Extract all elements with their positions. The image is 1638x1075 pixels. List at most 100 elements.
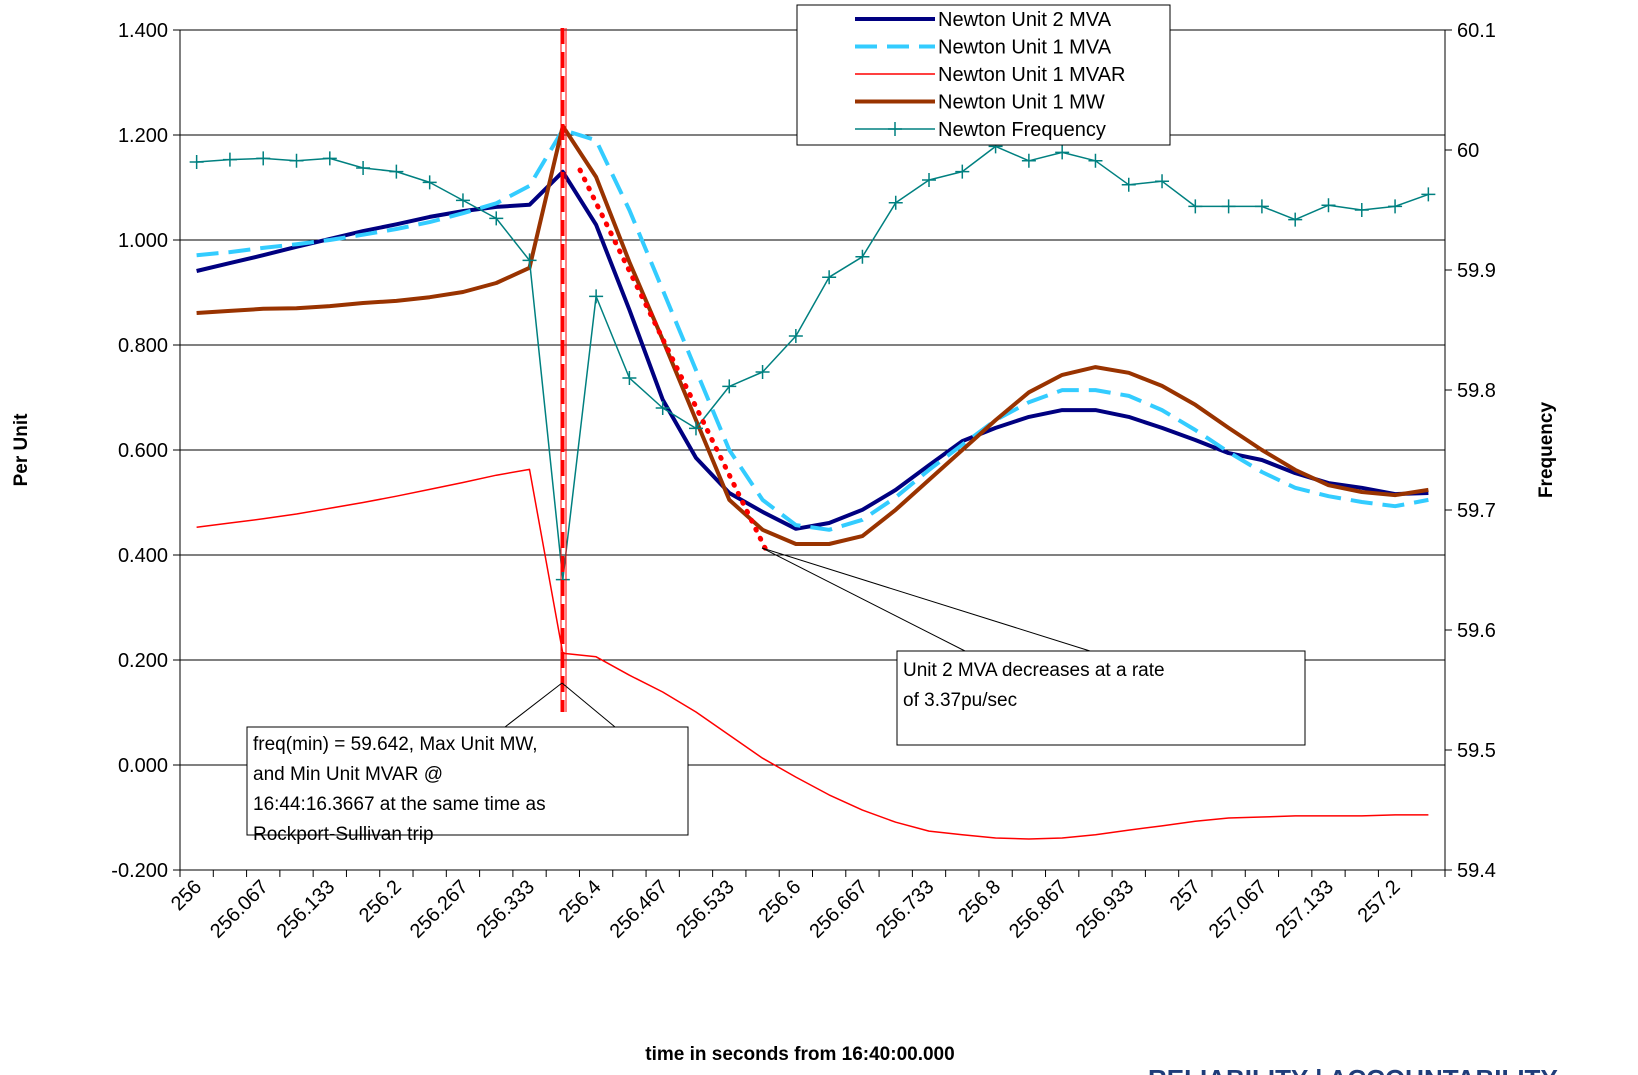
x-tick-label: 257: [1166, 876, 1205, 915]
legend-label: Newton Unit 1 MVA: [938, 37, 1112, 59]
x-tick-label: 256.667: [805, 876, 872, 943]
legend-label: Newton Unit 2 MVA: [938, 9, 1112, 31]
point-marker: [955, 164, 970, 179]
point-marker: [455, 193, 470, 208]
callout-text: of 3.37pu/sec: [903, 690, 1017, 711]
point-marker: [1221, 199, 1236, 214]
y2-tick-label: 60.1: [1457, 20, 1496, 42]
callout-box: [896, 650, 1306, 746]
point-marker: [1155, 174, 1170, 189]
legend-box: [796, 4, 1171, 146]
x-tick-label: 256.133: [273, 876, 340, 943]
point-marker: [1288, 212, 1303, 227]
point-marker: [389, 164, 404, 179]
point-marker: [1088, 153, 1103, 168]
point-marker: [322, 151, 337, 166]
point-marker: [822, 270, 837, 285]
point-marker: [855, 249, 870, 264]
x-tick-label: 256.267: [406, 876, 473, 943]
callout-pointer: [504, 682, 563, 728]
point-marker: [189, 155, 204, 169]
x-tick-label: 256.6: [754, 876, 805, 927]
y-tick-label: 0.200: [118, 650, 168, 672]
y2-axis-title: Frequency: [1536, 402, 1557, 499]
point-marker: [1388, 199, 1403, 214]
callout-text: Rockport-Sullivan trip: [253, 824, 434, 845]
point-marker: [1421, 187, 1436, 202]
footer-brand: RELIABILITY | ACCOUNTABILITY: [1148, 1064, 1558, 1075]
x-tick-label: 256.067: [206, 876, 273, 943]
y2-tick-label: 59.4: [1457, 860, 1496, 882]
x-tick-label: 256.2: [355, 876, 406, 927]
x-tick-label: 257.2: [1354, 876, 1405, 927]
x-tick-label: 257.133: [1271, 876, 1338, 943]
y-tick-label: 0.800: [118, 335, 168, 357]
legend-label: Newton Unit 1 MVAR: [938, 64, 1125, 86]
point-marker: [222, 152, 237, 167]
callout-pointer: [561, 682, 616, 728]
x-tick-label: 256.867: [1005, 876, 1072, 943]
point-marker: [755, 365, 770, 379]
callout-pointer: [761, 547, 966, 652]
y-tick-label: 1.400: [118, 20, 168, 42]
y-tick-label: 0.400: [118, 545, 168, 567]
x-tick-label: 256.333: [472, 876, 539, 943]
y-tick-label: 0.600: [118, 440, 168, 462]
x-tick-label: 256.8: [954, 876, 1005, 927]
series-line: [196, 468, 1429, 840]
legend-label: Newton Unit 1 MW: [938, 92, 1105, 114]
callout-box: [246, 726, 689, 836]
point-marker: [422, 175, 437, 190]
point-marker: [722, 379, 737, 394]
point-marker: [589, 289, 604, 304]
y-tick-label: 0.000: [118, 755, 168, 777]
point-marker: [922, 173, 937, 187]
x-tick-label: 256.733: [872, 876, 939, 943]
callout-text: 16:44:16.3667 at the same time as: [253, 794, 546, 815]
x-tick-label: 256.533: [672, 876, 739, 943]
y-tick-label: 1.200: [118, 125, 168, 147]
trend-line: [577, 167, 769, 553]
y-axis-title: Per Unit: [11, 413, 32, 487]
point-marker: [688, 421, 703, 436]
callout-pointer: [761, 547, 1091, 652]
series-line: [196, 124, 1429, 546]
x-tick-label: 257.067: [1205, 876, 1272, 943]
legend-marker: [888, 122, 902, 136]
y2-tick-label: 60: [1457, 140, 1479, 162]
series-line: [196, 127, 1429, 532]
point-marker: [788, 329, 803, 343]
point-marker: [888, 195, 903, 210]
y2-tick-label: 59.7: [1457, 500, 1496, 522]
callout-text: freq(min) = 59.642, Max Unit MW,: [253, 734, 538, 755]
point-marker: [1321, 198, 1336, 213]
x-tick-label: 256: [167, 876, 206, 915]
series-line: [196, 145, 1429, 581]
point-marker: [1021, 153, 1036, 168]
point-marker: [1055, 145, 1070, 160]
y2-tick-label: 59.5: [1457, 740, 1496, 762]
point-marker: [1254, 199, 1269, 214]
point-marker: [622, 371, 637, 385]
y2-tick-label: 59.8: [1457, 380, 1496, 402]
y-tick-label: 1.000: [118, 230, 168, 252]
point-marker: [1188, 199, 1203, 214]
point-marker: [289, 153, 304, 168]
series-line: [196, 169, 1429, 531]
point-marker: [356, 161, 371, 175]
point-marker: [655, 401, 670, 415]
point-marker: [256, 151, 271, 166]
point-marker: [522, 253, 537, 268]
point-marker: [489, 211, 504, 226]
y-tick-label: -0.200: [111, 860, 168, 882]
y2-tick-label: 59.6: [1457, 620, 1496, 642]
x-tick-label: 256.467: [606, 876, 673, 943]
legend-label: Newton Frequency: [938, 119, 1106, 141]
point-marker: [1354, 203, 1369, 217]
y2-tick-label: 59.9: [1457, 260, 1496, 282]
x-tick-label: 256.4: [555, 876, 606, 927]
callout-text: and Min Unit MVAR @: [253, 764, 443, 785]
x-tick-label: 256.933: [1072, 876, 1139, 943]
